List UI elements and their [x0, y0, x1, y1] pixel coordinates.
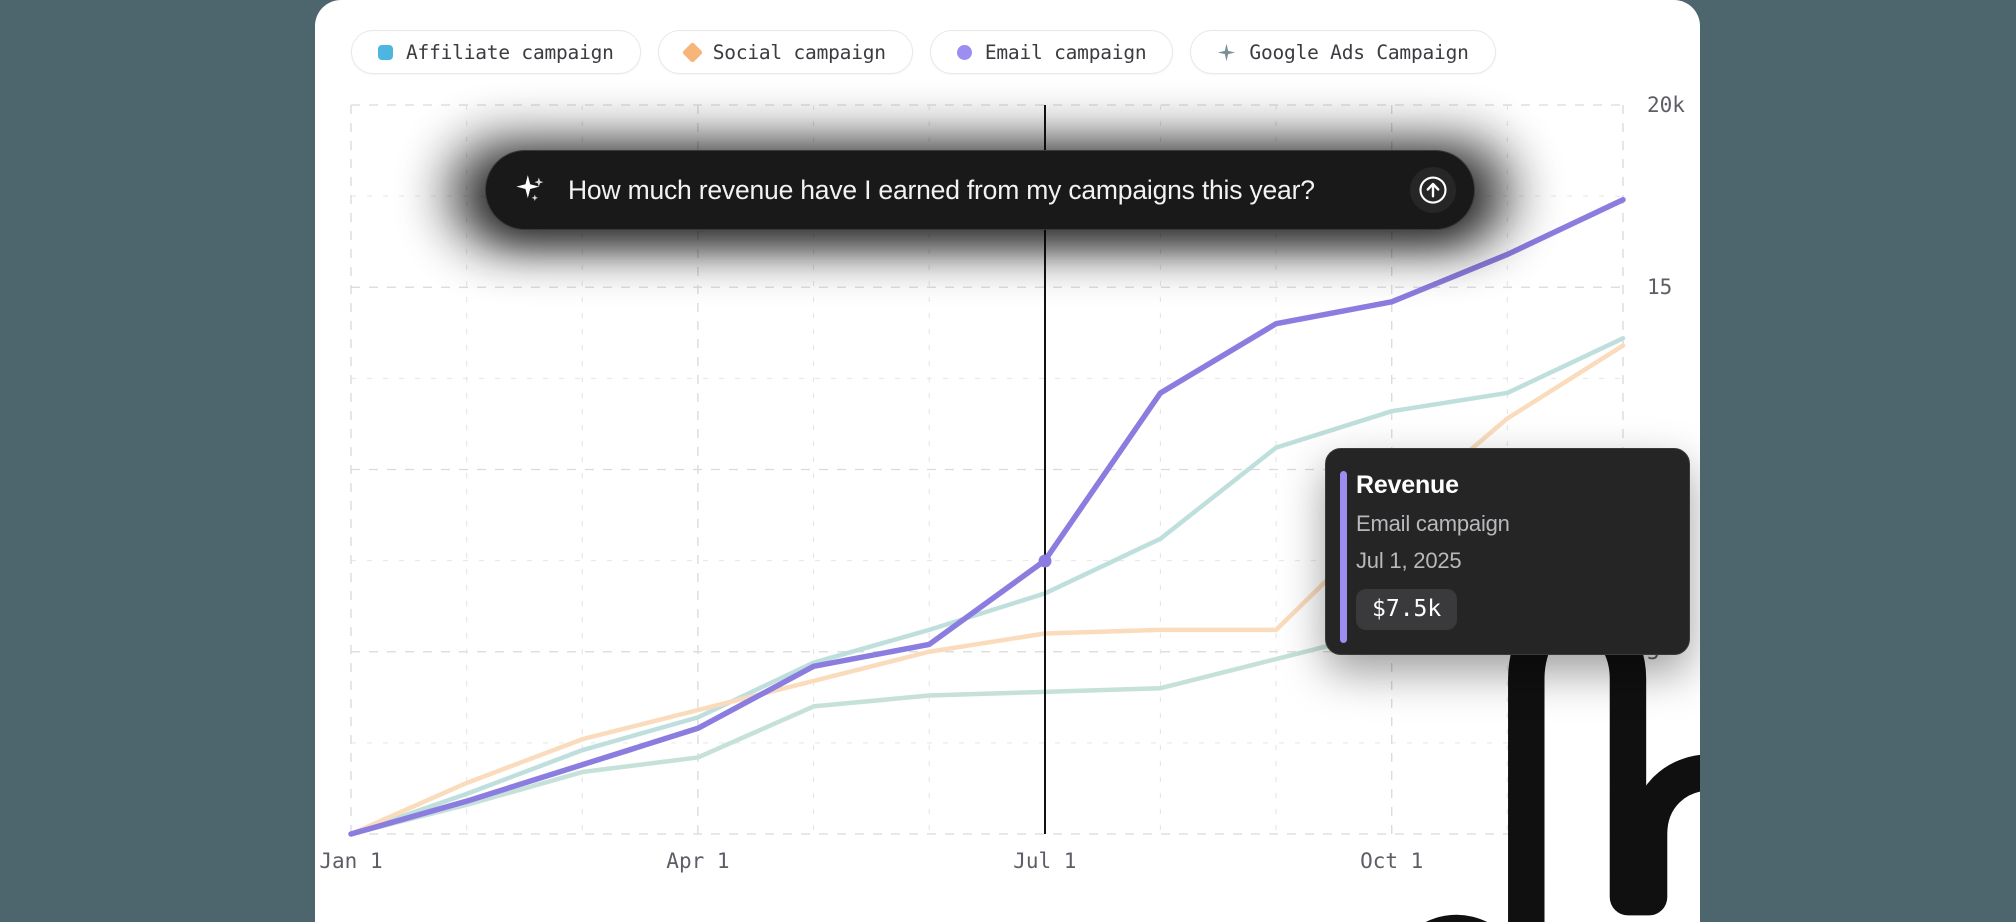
series-line-email-campaign: [348, 197, 1626, 837]
x-axis-tick-label: Jul 1: [1013, 849, 1077, 873]
legend-chip-email[interactable]: Email campaign: [929, 30, 1174, 74]
y-axis-tick-label: 15: [1647, 275, 1673, 300]
circle-marker-icon: [956, 44, 972, 60]
arrow-up-circle-icon: [1419, 176, 1447, 204]
diamond-marker-icon: [681, 41, 703, 63]
hand-cursor-icon: [1425, 590, 1700, 922]
series-line-affiliate-campaign: [348, 336, 1626, 837]
x-axis-tick-label: Oct 1: [1360, 849, 1424, 873]
chart-tooltip: Revenue Email campaign Jul 1, 2025 $7.5k: [1325, 448, 1690, 655]
x-axis-tick-label: Jan 1: [319, 849, 383, 873]
tooltip-series-name: Email campaign: [1356, 511, 1510, 536]
square-marker-icon: [378, 44, 393, 60]
legend-chip-google-ads[interactable]: Google Ads Campaign: [1190, 30, 1496, 74]
tooltip-accent-bar: [1340, 471, 1347, 643]
y-axis-tick-label: 20k: [1647, 93, 1685, 117]
sparkle-marker-icon: [1218, 43, 1236, 61]
legend-label-affiliate: Affiliate campaign: [406, 40, 614, 64]
tooltip-title: Revenue: [1356, 471, 1459, 499]
sparkle-icon: [516, 175, 544, 202]
tooltip-date: Jul 1, 2025: [1356, 548, 1462, 573]
x-axis-tick-label: Apr 1: [666, 849, 730, 873]
chart-card: Affiliate campaign Social campaign Email…: [315, 0, 1700, 922]
prompt-submit-button[interactable]: [1410, 167, 1456, 213]
tooltip-value-badge: $7.5k: [1356, 589, 1458, 630]
ai-prompt-bar: How much revenue have I earned from my c…: [447, 138, 1513, 248]
prompt-input-container[interactable]: How much revenue have I earned from my c…: [485, 150, 1475, 230]
legend-label-email: Email campaign: [984, 40, 1147, 64]
hover-point-marker: [1038, 554, 1052, 568]
prompt-text: How much revenue have I earned from my c…: [568, 174, 1315, 205]
crosshair-line: [1043, 105, 1047, 834]
legend-label-social: Social campaign: [712, 40, 886, 64]
legend-chip-affiliate[interactable]: Affiliate campaign: [351, 30, 641, 74]
legend: Affiliate campaign Social campaign Email…: [351, 30, 1496, 74]
legend-label-google-ads: Google Ads Campaign: [1249, 40, 1469, 64]
legend-chip-social[interactable]: Social campaign: [657, 30, 913, 74]
